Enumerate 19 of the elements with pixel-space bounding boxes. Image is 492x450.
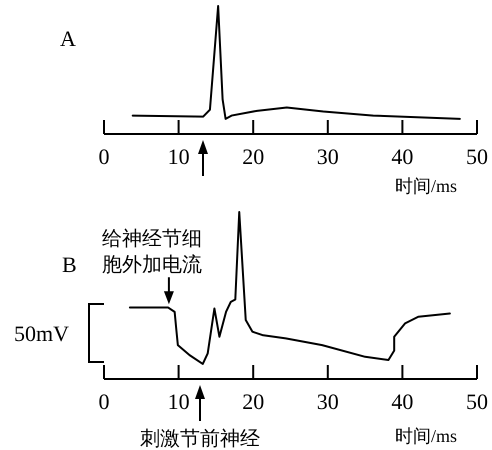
annotation: 给神经节细胞外加电流 <box>102 228 202 276</box>
x-tick-label: 0 <box>98 389 110 414</box>
x-tick-label: 10 <box>168 389 190 414</box>
x-tick-label: 40 <box>391 144 414 169</box>
text: 50mV <box>14 321 70 346</box>
x-tick-label: 50 <box>466 144 488 169</box>
x-axis-title: 时间/ms <box>394 426 457 446</box>
x-tick-label: 0 <box>98 144 110 169</box>
x-tick-label: 10 <box>168 144 190 169</box>
x-tick-label: 30 <box>316 144 339 169</box>
x-axis-title: 时间/ms <box>394 176 457 196</box>
text: B <box>62 252 77 277</box>
x-tick-label: 20 <box>242 144 264 169</box>
x-tick-label: 40 <box>391 389 414 414</box>
x-tick-label: 20 <box>242 389 264 414</box>
x-tick-label: 30 <box>316 389 339 414</box>
x-tick-label: 50 <box>466 389 488 414</box>
text: 刺激节前神经 <box>140 428 260 450</box>
text: A <box>60 26 76 51</box>
